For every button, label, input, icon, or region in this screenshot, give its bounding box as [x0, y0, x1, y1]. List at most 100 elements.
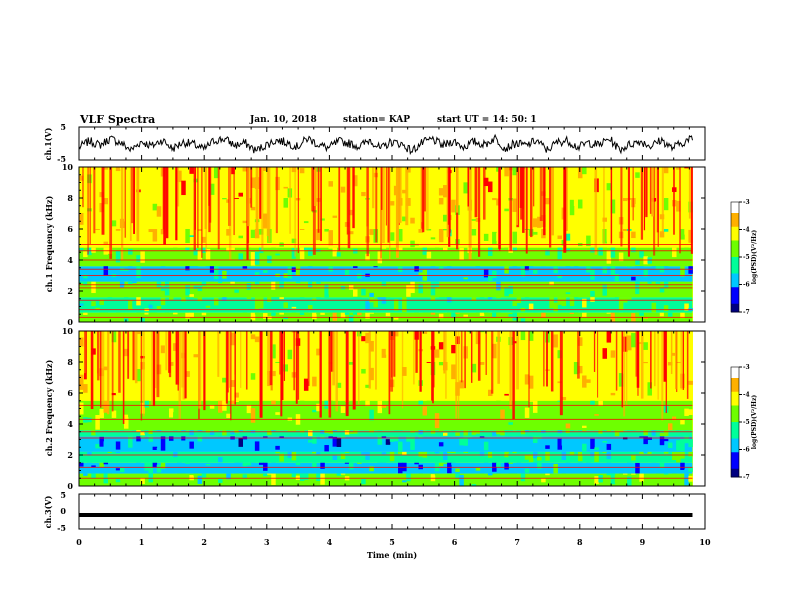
- spectrogram-cell: [209, 432, 215, 436]
- spectrogram-cell: [631, 454, 636, 461]
- spectrogram-cell: [418, 229, 423, 233]
- spectrogram-cell: [238, 437, 244, 447]
- ch1-waveform-line: [78, 133, 693, 156]
- spectrogram-cell: [222, 297, 227, 301]
- spectrogram-cell: [631, 332, 636, 348]
- spectrogram-burst: [413, 331, 415, 385]
- spectrogram-cell: [197, 250, 203, 260]
- spectrogram-burst: [239, 331, 242, 388]
- spectrogram-cell: [152, 281, 158, 291]
- spectrogram-cell: [483, 424, 489, 429]
- spectrogram-cell: [365, 312, 370, 319]
- colorbar-cell: [731, 218, 739, 222]
- spectrogram-cell: [688, 451, 693, 457]
- spectrogram-cell: [459, 474, 464, 486]
- spectrogram-cell: [226, 473, 231, 480]
- spectrogram-cell: [230, 332, 235, 346]
- spectrogram-cell: [185, 247, 190, 251]
- spectrogram-cell: [189, 167, 194, 174]
- spectrogram-cell: [602, 430, 608, 436]
- spectrogram-cell: [614, 456, 620, 459]
- spectrogram-cell: [156, 206, 162, 217]
- spectrogram-burst: [610, 167, 613, 244]
- spectrogram-cell: [156, 306, 162, 310]
- spectrogram-cell: [340, 453, 346, 460]
- spectrogram-cell: [410, 436, 415, 450]
- spectrogram-cell: [361, 451, 366, 455]
- spectrogram-cell: [569, 430, 575, 436]
- spectrogram-cell: [672, 352, 677, 356]
- spectrogram-burst: [424, 167, 426, 212]
- spectrogram-cell: [128, 248, 133, 255]
- xtick-label: 8: [577, 537, 583, 547]
- spectrogram-cell: [582, 331, 587, 334]
- spectrogram-cell: [680, 312, 685, 319]
- spectrogram-cell: [185, 297, 190, 299]
- spectrogram-cell: [577, 365, 583, 374]
- spectrogram-cell: [447, 312, 452, 315]
- spectrogram-cell: [651, 426, 657, 429]
- spectrogram-cell: [545, 445, 550, 449]
- spectrogram-cell: [528, 303, 534, 310]
- spectrogram-cell: [299, 451, 305, 454]
- spectrogram-burst: [328, 331, 332, 418]
- spectrogram-cell: [275, 412, 280, 415]
- spectrogram-burst: [425, 167, 429, 231]
- spectrogram-cell: [328, 436, 333, 439]
- spectrogram-cell: [312, 451, 317, 454]
- spectrogram-burst: [464, 331, 466, 389]
- spectrogram-cell: [676, 440, 681, 451]
- spectrogram-cell: [651, 451, 657, 455]
- spectrogram-cell: [193, 266, 199, 279]
- spectrogram-cell: [610, 350, 616, 358]
- spectrogram-burst: [512, 331, 515, 420]
- spectrogram-cell: [451, 430, 456, 432]
- spectrogram-cell: [512, 451, 518, 454]
- spectrogram-cell: [590, 297, 595, 302]
- spectrogram-cell: [426, 400, 432, 404]
- spectrogram-cell: [508, 422, 513, 425]
- spectrogram-cell: [684, 436, 689, 444]
- spectrogram-cell: [676, 272, 681, 278]
- spectrogram-cell: [451, 229, 456, 230]
- spectrogram-burst: [543, 331, 545, 387]
- spectrogram-cell: [136, 430, 141, 432]
- spectrogram-cell: [361, 288, 366, 296]
- colorbar-cell: [731, 367, 739, 371]
- spectrogram-cell: [651, 430, 657, 436]
- spectrogram-cell: [160, 286, 166, 291]
- spectrogram-cell: [639, 266, 644, 272]
- spectrogram-cell: [569, 199, 575, 216]
- spectrogram-cell: [475, 266, 481, 271]
- spectrogram-cell: [377, 387, 383, 393]
- spectrogram-cell: [680, 462, 685, 470]
- date-label: Jan. 10, 2018: [249, 115, 317, 125]
- spectrogram-cell: [565, 376, 571, 384]
- spectrogram-cell: [573, 297, 579, 299]
- spectrogram-cell: [185, 371, 190, 377]
- spectrogram-cell: [487, 473, 493, 476]
- colorbar-cell: [731, 427, 739, 431]
- spectrogram-cell: [275, 253, 280, 256]
- spectrogram-burst: [533, 167, 535, 207]
- spectrogram-cell: [557, 381, 563, 384]
- spectrogram-cell: [344, 451, 350, 453]
- spectrogram-band: [79, 198, 693, 229]
- spectrogram-burst: [165, 331, 168, 371]
- spectrogram-cell: [79, 281, 84, 284]
- spectrogram-cell: [565, 266, 571, 274]
- spectrogram-cell: [246, 451, 252, 461]
- spectrogram-cell: [688, 380, 693, 385]
- spectrogram-cell: [119, 474, 125, 481]
- spectrogram-cell: [226, 437, 231, 449]
- spectrogram-cell: [524, 468, 530, 473]
- spectrogram-cell: [193, 248, 199, 256]
- spectrogram-cell: [181, 451, 186, 462]
- spectrogram-cell: [119, 382, 125, 391]
- spectrogram-cell: [663, 266, 669, 268]
- spectrogram-cell: [209, 476, 215, 483]
- spectrogram-burst: [688, 167, 691, 219]
- spectrogram-cell: [173, 247, 178, 253]
- colorbar-cell: [731, 213, 739, 217]
- spectrogram-cell: [308, 247, 313, 256]
